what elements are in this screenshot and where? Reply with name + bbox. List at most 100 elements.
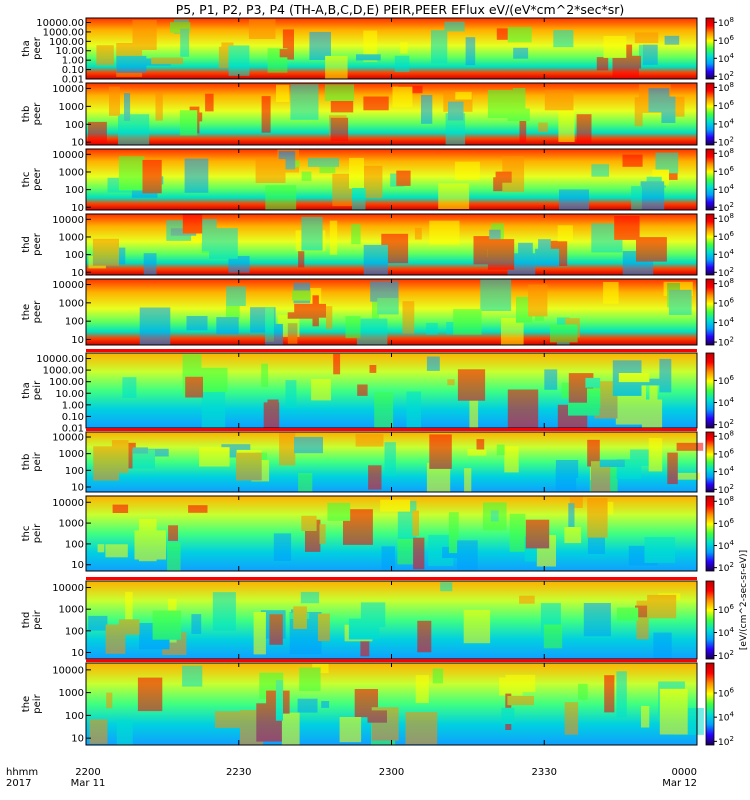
texture-patch <box>525 519 550 549</box>
y-tick-label: 100 <box>65 185 84 196</box>
texture-patch <box>236 452 262 481</box>
texture-patch <box>405 712 438 745</box>
y-tick-label: 0.10 <box>62 65 84 76</box>
texture-patch <box>599 459 625 467</box>
texture-patch <box>116 719 133 745</box>
texture-patch <box>324 84 355 101</box>
texture-patch <box>672 472 700 480</box>
quality-flag-band <box>86 659 697 662</box>
colorbar-tick-label: 106 <box>718 603 734 616</box>
texture-patch <box>429 220 460 245</box>
texture-patch <box>294 303 326 318</box>
texture-patch <box>414 227 422 240</box>
y-tick-label: 10000 <box>52 665 84 676</box>
colorbar-the-peer <box>705 278 715 346</box>
texture-patch <box>641 705 650 728</box>
texture-patch <box>636 237 667 262</box>
texture-patch <box>564 702 579 735</box>
y-label-species: peir <box>32 451 43 471</box>
texture-patch <box>124 93 131 121</box>
quality-flag-band <box>86 349 697 352</box>
colorbar-thd-peir <box>705 580 715 660</box>
y-label-species: peir <box>32 609 43 629</box>
texture-patch <box>659 358 672 393</box>
texture-patch <box>616 671 627 718</box>
texture-patch <box>380 499 411 512</box>
texture-patch <box>122 377 137 398</box>
y-label-probe: tha <box>21 40 32 56</box>
texture-patch <box>519 120 527 145</box>
texture-patch <box>421 95 433 124</box>
texture-patch <box>228 45 250 76</box>
texture-patch <box>290 84 319 120</box>
y-label-species: peir <box>32 693 43 713</box>
colorbar-tha-peer <box>705 17 715 80</box>
colorbar-tick-label: 108 <box>718 81 734 94</box>
y-label-species: peir <box>32 380 43 400</box>
y-tick-label: 10000 <box>52 583 84 594</box>
colorbar-tick-label: 104 <box>718 248 734 261</box>
texture-patch <box>180 28 190 57</box>
texture-patch <box>603 36 627 58</box>
texture-patch <box>432 668 444 684</box>
y-tick-label: 1000 <box>59 167 84 178</box>
texture-patch <box>519 595 535 604</box>
texture-patch <box>319 524 326 544</box>
texture-patch <box>118 156 145 191</box>
y-tick-label: 10000.00 <box>36 354 84 365</box>
texture-patch <box>186 316 208 331</box>
y-label-probe: thd <box>21 612 32 629</box>
texture-patch <box>507 27 532 43</box>
y-tick-label: 10 <box>71 138 84 149</box>
texture-patch <box>132 449 155 469</box>
colorbar-unit-label: [eV/(cm^2-sec-sr-eV)] <box>739 550 749 650</box>
texture-patch <box>634 32 659 44</box>
texture-patch <box>662 171 678 180</box>
texture-patch <box>112 504 129 513</box>
texture-patch <box>301 216 323 251</box>
texture-patch <box>151 57 183 65</box>
texture-patch <box>664 35 680 45</box>
texture-patch <box>648 88 670 112</box>
texture-patch <box>659 688 688 735</box>
texture-patch <box>355 433 384 447</box>
x-tick-label: 2300 <box>379 767 404 778</box>
colorbar-tick-label: 104 <box>718 626 734 639</box>
texture-patch <box>557 225 573 242</box>
texture-patch <box>400 42 408 54</box>
texture-patch <box>191 614 202 634</box>
panel-thd-peir: 10000 1000 100 10 thd peir 106 104 102 <box>21 577 734 662</box>
y-tick-label: 10000 <box>52 150 84 161</box>
texture-patch <box>591 164 609 177</box>
texture-patch <box>397 539 414 565</box>
texture-patch <box>326 306 333 329</box>
texture-patch <box>596 57 609 71</box>
texture-patch <box>569 496 583 508</box>
y-tick-label: 10 <box>71 268 84 279</box>
texture-patch <box>535 248 560 267</box>
texture-patch <box>182 665 203 687</box>
texture-patch <box>311 378 331 401</box>
texture-patch <box>298 473 313 492</box>
texture-patch <box>518 242 533 262</box>
texture-patch <box>97 544 105 553</box>
y-tick-label: 10 <box>71 482 84 493</box>
texture-patch <box>132 447 148 454</box>
texture-patch <box>116 55 147 73</box>
texture-patch <box>502 156 525 192</box>
texture-patch <box>604 675 615 713</box>
y-label-species: peer <box>32 167 43 191</box>
texture-patch <box>640 181 665 210</box>
colorbar-tick-label: 104 <box>718 117 734 130</box>
texture-patch <box>583 603 611 637</box>
texture-patch <box>300 591 320 604</box>
texture-patch <box>490 510 499 522</box>
texture-patch <box>261 96 271 133</box>
texture-patch <box>480 279 512 311</box>
texture-patch <box>185 376 203 398</box>
texture-patch <box>507 389 539 428</box>
texture-patch <box>327 502 351 521</box>
y-label-species: peer <box>32 36 43 60</box>
texture-patch <box>564 527 582 544</box>
